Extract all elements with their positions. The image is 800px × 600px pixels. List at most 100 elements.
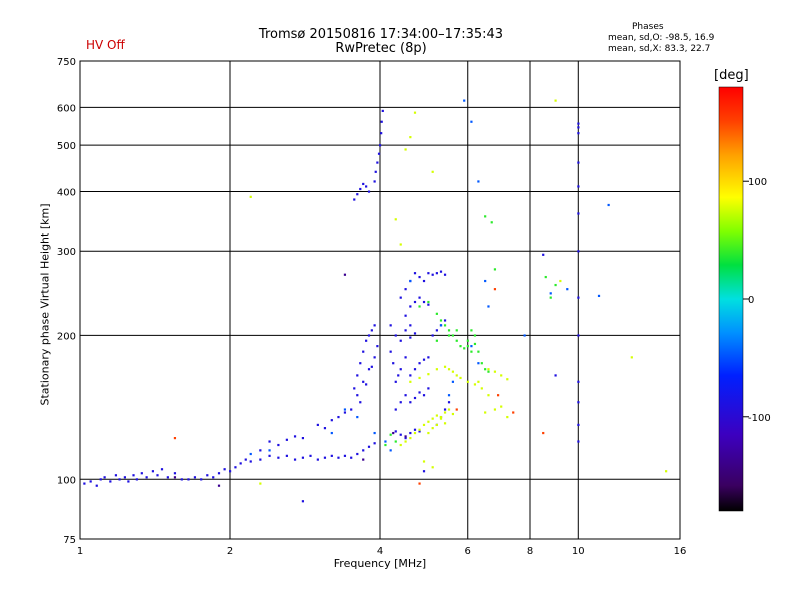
echo-point [323, 427, 327, 430]
echo-point [356, 452, 359, 456]
echo-point [431, 466, 434, 469]
echo-point [487, 368, 490, 371]
echo-point [380, 120, 383, 123]
echo-point [577, 161, 580, 164]
echo-point [577, 132, 580, 135]
echo-point [577, 212, 580, 215]
echo-point [439, 324, 443, 327]
echo-point [542, 431, 545, 435]
echo-point [370, 365, 373, 368]
echo-point [443, 319, 447, 322]
echo-point [330, 419, 333, 422]
echo-point [399, 243, 402, 246]
echo-point [566, 288, 569, 291]
echo-point [394, 440, 397, 443]
echo-point [447, 408, 451, 411]
echo-point [559, 279, 562, 283]
echo-point [135, 478, 138, 481]
stats-title: Phases [632, 22, 664, 32]
echo-point [343, 454, 347, 457]
echo-point [484, 411, 487, 414]
echo-point [399, 368, 402, 371]
echo-point [577, 122, 580, 125]
echo-point [422, 279, 426, 283]
echo-point [166, 476, 169, 479]
echo-point [353, 387, 356, 390]
echo-point [577, 380, 580, 383]
echo-point [156, 474, 159, 477]
echo-point [413, 272, 417, 275]
echo-point [480, 387, 483, 390]
echo-point [463, 99, 466, 102]
x-tick-label: 8 [527, 546, 533, 557]
echo-point [418, 428, 421, 431]
echo-point [359, 187, 362, 191]
echo-point [343, 408, 347, 411]
echo-point [394, 218, 397, 221]
echo-point [367, 368, 371, 371]
axis-ticks: 1 2 4 6 8 10 16 75 100 200 300 400 500 600 750 [57, 57, 686, 557]
echo-point [577, 334, 580, 337]
echo-point [493, 288, 497, 291]
echo-point [413, 332, 417, 335]
echo-point [389, 433, 392, 436]
echo-point [418, 482, 421, 485]
y-tick-label: 75 [63, 535, 76, 546]
echo-point [422, 358, 426, 361]
echo-point [356, 374, 359, 377]
echo-point [413, 396, 417, 400]
echo-point [439, 319, 443, 322]
echo-point [404, 314, 407, 317]
echo-point [577, 401, 580, 404]
echo-point [447, 334, 451, 337]
echo-point [244, 458, 247, 461]
echo-point [427, 303, 430, 306]
echo-point [404, 394, 407, 397]
echo-point [435, 423, 438, 427]
echo-point [422, 394, 426, 397]
x-tick-label: 2 [227, 546, 233, 557]
echo-point [470, 120, 473, 123]
echo-point [173, 436, 177, 440]
echo-point [350, 408, 353, 411]
echo-point [477, 362, 480, 365]
echo-point [473, 383, 477, 386]
echo-point [427, 272, 430, 275]
echo-point [418, 376, 421, 380]
echo-point [439, 415, 443, 419]
echo-point [367, 445, 371, 448]
echo-point [435, 312, 438, 315]
echo-point [470, 329, 473, 332]
echo-point [577, 296, 580, 299]
echo-point [473, 342, 477, 346]
echo-point [443, 365, 447, 368]
echo-point [477, 180, 480, 183]
echo-point [394, 408, 397, 411]
echo-point [506, 415, 509, 419]
colorbar-tick-label: 100 [748, 177, 767, 188]
echo-point [362, 458, 365, 461]
y-tick-label: 400 [57, 187, 76, 198]
echo-point [447, 329, 451, 332]
echo-point [268, 440, 271, 443]
echo-point [439, 417, 443, 420]
echo-point [455, 339, 458, 342]
echo-point [443, 324, 447, 327]
echo-point [544, 275, 547, 279]
echo-point [577, 423, 580, 427]
echo-point [99, 478, 102, 481]
stats-x-mode: mean, sd,X: 83.3, 22.7 [608, 44, 711, 54]
echo-point [466, 380, 469, 383]
echo-point [362, 182, 365, 186]
echo-point [418, 362, 421, 365]
echo-point [404, 440, 407, 443]
echo-point [607, 203, 610, 207]
echo-point [362, 350, 365, 353]
echo-point [330, 431, 333, 435]
echo-point [473, 334, 477, 337]
colorbar-tick-label: 0 [748, 295, 754, 306]
echo-point [173, 472, 177, 475]
echo-point [431, 334, 434, 337]
echo-point [409, 380, 412, 383]
x-tick-label: 1 [77, 546, 83, 557]
